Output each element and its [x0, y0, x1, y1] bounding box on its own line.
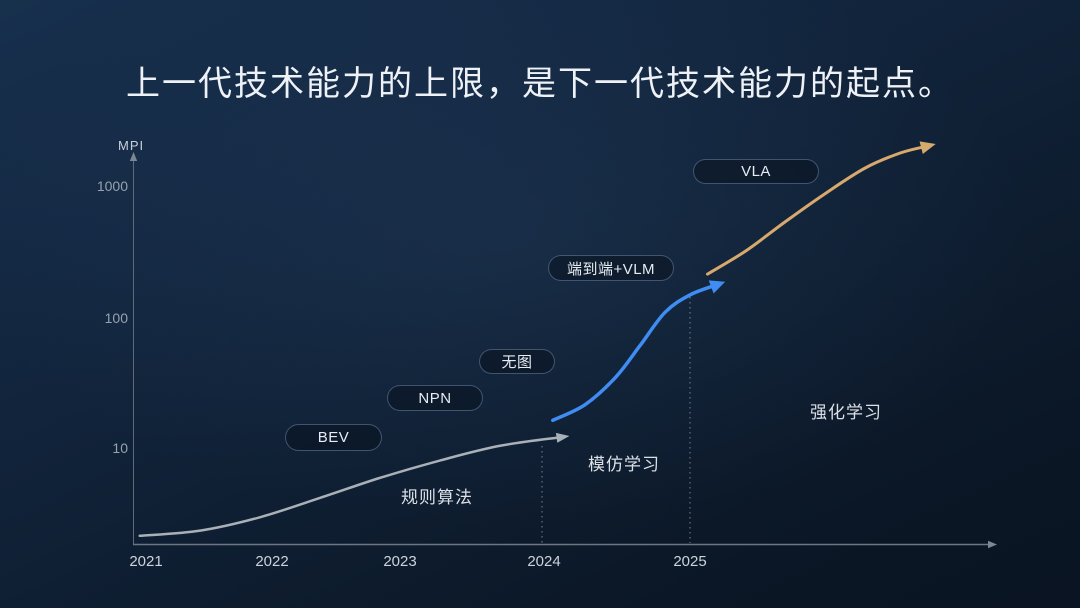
slide-title: 上一代技术能力的上限，是下一代技术能力的起点。	[126, 65, 954, 103]
curve-arrow-icon-rule-algorithm	[555, 432, 570, 443]
y-tick-10: 10	[112, 440, 128, 456]
phase-label-rule-algorithm: 规则算法	[401, 488, 473, 507]
phase-label-imitation-learning: 模仿学习	[588, 455, 660, 474]
x-tick-2025: 2025	[673, 553, 707, 570]
curve-reinforcement-learning	[706, 144, 930, 276]
curve-arrow-icon-imitation-learning	[708, 280, 726, 294]
phase-label-reinforcement-learning: 强化学习	[810, 403, 882, 422]
curve-rule-algorithm	[138, 435, 563, 538]
curve-arrow-icon-reinforcement-learning	[919, 141, 936, 154]
x-tick-2022: 2022	[255, 553, 289, 570]
x-tick-2023: 2023	[383, 553, 417, 570]
milestone-pill-npn: NPN	[387, 385, 483, 411]
milestone-pill-bev: BEV	[285, 424, 382, 451]
y-axis-arrow-icon	[129, 152, 138, 161]
milestone-pill-vla: VLA	[693, 159, 819, 184]
x-axis-arrow-icon	[988, 540, 997, 549]
y-tick-100: 100	[104, 310, 128, 326]
milestone-pill-mapless: 无图	[479, 349, 555, 374]
curve-imitation-learning	[551, 282, 720, 423]
x-tick-2024: 2024	[527, 553, 561, 570]
y-axis-label: MPI	[118, 138, 145, 153]
y-tick-1000: 1000	[96, 178, 128, 194]
milestone-pill-e2e-vlm: 端到端+VLM	[548, 255, 674, 281]
x-tick-2021: 2021	[129, 553, 163, 570]
